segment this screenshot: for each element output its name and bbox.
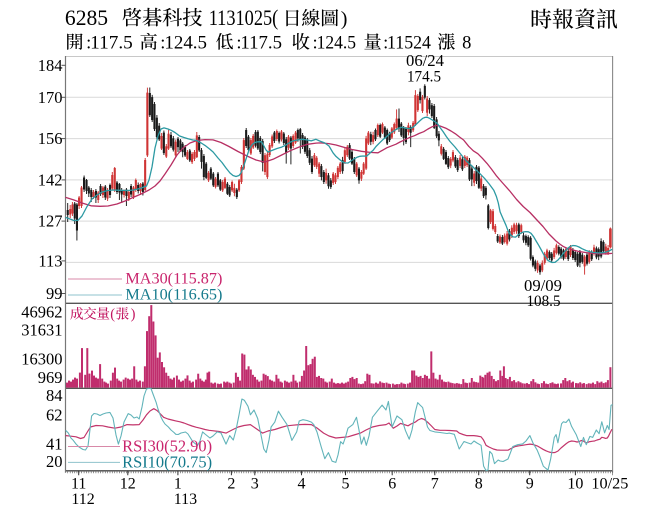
svg-text:11524: 11524 — [387, 33, 431, 53]
svg-text:3: 3 — [251, 476, 259, 493]
svg-text:5: 5 — [342, 476, 350, 493]
svg-text:124.5: 124.5 — [164, 33, 207, 53]
svg-text::: : — [383, 33, 388, 53]
svg-text::: : — [236, 33, 241, 53]
svg-text:6285: 6285 — [65, 5, 108, 30]
svg-text:108.5: 108.5 — [527, 293, 561, 310]
svg-text::: : — [160, 33, 165, 53]
svg-text:06/24: 06/24 — [406, 51, 444, 70]
svg-text:117.5: 117.5 — [90, 33, 133, 53]
svg-text:31631: 31631 — [21, 321, 62, 340]
svg-text:(: ( — [110, 307, 115, 323]
svg-text:8: 8 — [462, 33, 471, 53]
svg-text:62: 62 — [46, 406, 63, 425]
svg-text:9: 9 — [526, 476, 534, 493]
svg-text:113: 113 — [174, 491, 197, 508]
svg-text:1131025(: 1131025( — [209, 5, 279, 30]
svg-text:11: 11 — [71, 476, 86, 493]
svg-text:174.5: 174.5 — [407, 69, 441, 86]
svg-text:41: 41 — [46, 435, 63, 454]
svg-text:99: 99 — [46, 284, 63, 303]
svg-text:6: 6 — [388, 476, 396, 493]
svg-text:RSI30(52.90): RSI30(52.90) — [122, 437, 212, 456]
svg-text:10/25: 10/25 — [591, 476, 628, 493]
svg-text:RSI10(70.75): RSI10(70.75) — [122, 452, 212, 471]
svg-text:142: 142 — [38, 170, 63, 189]
svg-text:170: 170 — [38, 88, 63, 107]
svg-text:113: 113 — [38, 251, 62, 270]
svg-text:969: 969 — [38, 368, 63, 387]
svg-text:10: 10 — [567, 476, 583, 493]
svg-text:20: 20 — [46, 452, 63, 471]
svg-text:7: 7 — [431, 476, 439, 493]
svg-text:1: 1 — [174, 476, 182, 493]
svg-text:12: 12 — [120, 476, 136, 493]
svg-text::: : — [313, 33, 318, 53]
svg-text:124.5: 124.5 — [317, 33, 356, 53]
svg-text:112: 112 — [71, 491, 94, 508]
svg-text:184: 184 — [38, 56, 63, 75]
svg-text:156: 156 — [38, 129, 63, 148]
svg-text:127: 127 — [38, 212, 63, 231]
svg-text:46962: 46962 — [21, 303, 62, 322]
svg-text:8: 8 — [475, 476, 483, 493]
svg-text::: : — [86, 33, 91, 53]
svg-text:MA30(115.87): MA30(115.87) — [125, 271, 222, 288]
svg-text:09/09: 09/09 — [524, 276, 562, 295]
svg-text:84: 84 — [46, 386, 63, 405]
svg-text:2: 2 — [227, 476, 235, 493]
svg-text:): ) — [341, 8, 348, 30]
svg-text:4: 4 — [298, 476, 306, 493]
svg-text:16300: 16300 — [21, 350, 62, 369]
svg-text:): ) — [131, 307, 136, 323]
svg-text:117.5: 117.5 — [240, 33, 282, 53]
svg-text:MA10(116.65): MA10(116.65) — [125, 287, 222, 304]
